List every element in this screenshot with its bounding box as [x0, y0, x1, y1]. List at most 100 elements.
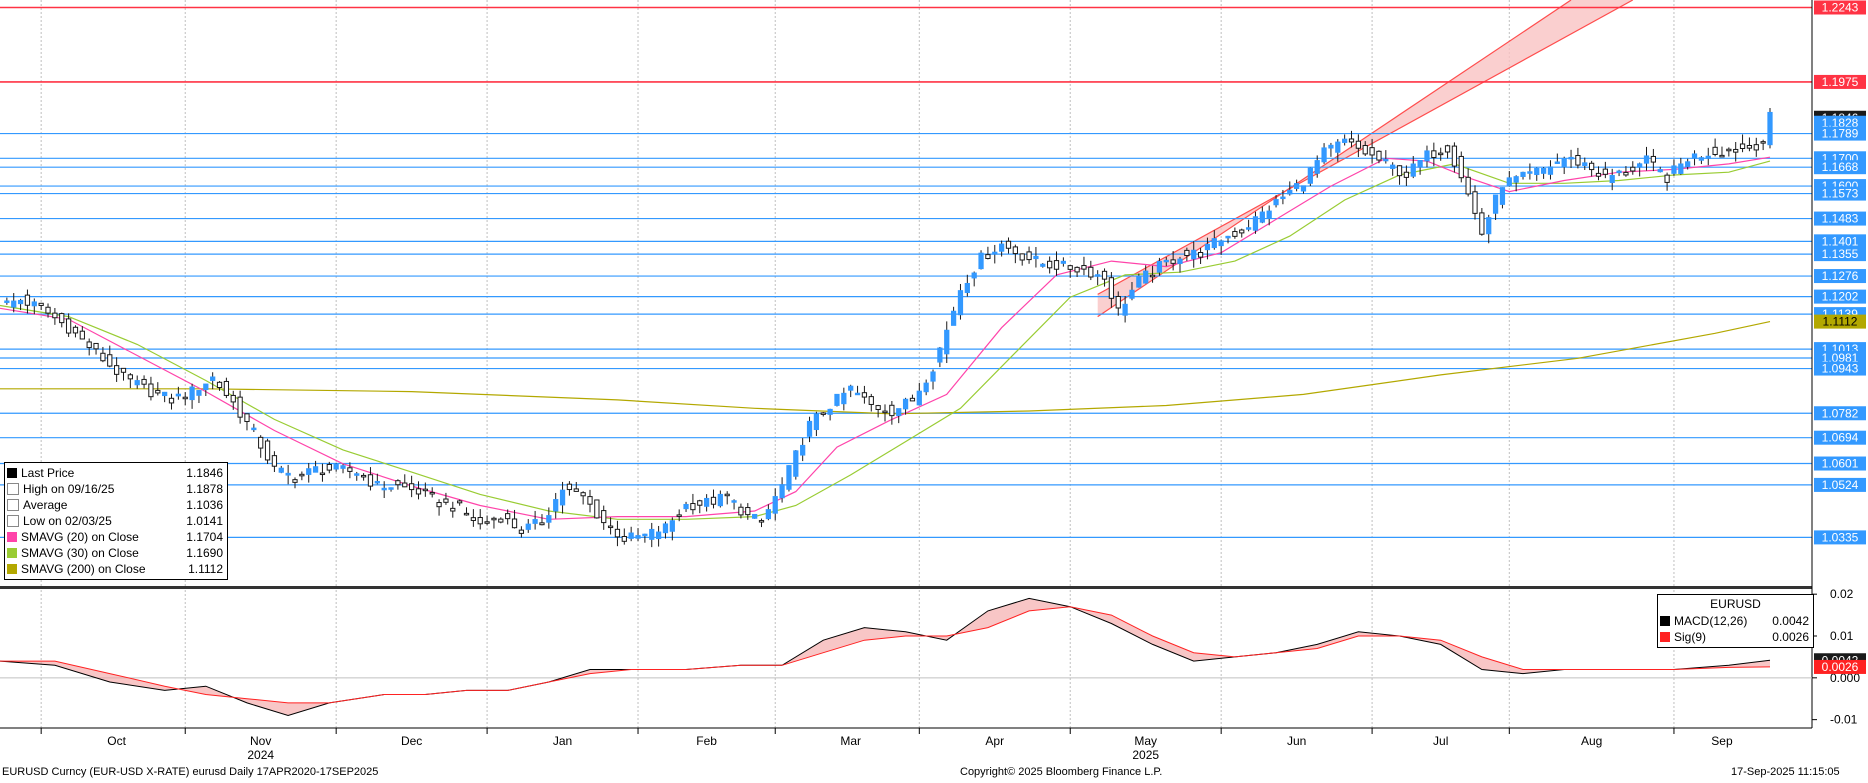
- price-label: 1.0943: [1822, 362, 1859, 376]
- candle-down: [244, 413, 250, 423]
- price-label-bg: [1814, 456, 1866, 471]
- candle-up: [1547, 166, 1554, 175]
- candle-up: [1287, 189, 1293, 195]
- legend-swatch: [7, 499, 19, 511]
- candle-down: [690, 503, 696, 511]
- legend-label: MACD(12,26): [1674, 614, 1748, 628]
- legend-value: 0.0026: [1772, 630, 1809, 644]
- candle-up: [1136, 275, 1142, 288]
- horizontal-levels: [0, 6, 1812, 538]
- legend-row: SMAVG (200) on Close 1.1112: [5, 561, 227, 577]
- price-label-bg: [1814, 186, 1866, 201]
- candle-up: [930, 371, 936, 382]
- legend-label: High on 09/16/25: [23, 482, 115, 496]
- timestamp-text: 17-Sep-2025 11:15:05: [1731, 766, 1840, 778]
- candle-down: [505, 513, 511, 520]
- candle-up: [1245, 227, 1252, 230]
- candle-down: [491, 517, 497, 521]
- candle-up: [340, 465, 346, 469]
- legend-value: 1.1112: [188, 562, 223, 576]
- x-month-label: Jul: [1433, 734, 1448, 748]
- candle-down: [573, 488, 579, 492]
- candle-down: [1369, 147, 1375, 156]
- legend-row: SMAVG (30) on Close 1.1690: [5, 545, 227, 561]
- candle-up: [1691, 153, 1698, 159]
- candle-up: [1177, 258, 1183, 264]
- candle-down: [1623, 171, 1629, 176]
- price-label: 1.0694: [1822, 431, 1859, 445]
- candle-down: [882, 410, 888, 414]
- price-label: 1.0782: [1822, 406, 1859, 420]
- candle-down: [148, 383, 154, 398]
- candle-up: [1383, 158, 1389, 162]
- candle-up: [978, 252, 984, 270]
- candle-up: [731, 500, 737, 503]
- candle-down: [985, 254, 991, 259]
- price-label-bg: [1814, 269, 1866, 284]
- legend-swatch: [1660, 632, 1670, 642]
- candle-down: [360, 474, 367, 478]
- candle-up: [937, 347, 943, 363]
- candle-down: [326, 463, 332, 471]
- price-label: 1.1789: [1822, 127, 1859, 141]
- candle-down: [100, 352, 106, 362]
- candle-up: [11, 300, 17, 308]
- price-label: 1.0335: [1822, 530, 1859, 544]
- candle-up: [175, 393, 181, 397]
- price-label: 1.1668: [1822, 160, 1859, 174]
- candle-up: [1767, 111, 1773, 146]
- candle-up: [1218, 240, 1224, 247]
- legend-swatch: [1660, 616, 1670, 626]
- candle-up: [1273, 199, 1279, 206]
- candle-up: [1040, 263, 1046, 267]
- candle-down: [1733, 148, 1739, 153]
- price-label-bg: [1814, 350, 1866, 365]
- candle-up: [1060, 260, 1066, 264]
- price-label-bg: [1814, 430, 1866, 445]
- candle-down: [1170, 259, 1176, 264]
- candle-down: [422, 488, 428, 492]
- macd-value-label: 0.0026: [1822, 660, 1859, 674]
- candle-down: [292, 479, 298, 483]
- legend-row: Low on 02/03/25 1.0141: [5, 513, 227, 529]
- candle-down: [875, 405, 881, 410]
- candle-down: [1348, 138, 1355, 143]
- legend-label: Average: [23, 498, 68, 512]
- candle-down: [1719, 154, 1725, 158]
- price-label: 1.2243: [1822, 0, 1859, 14]
- candle-up: [1637, 163, 1643, 168]
- legend-swatch: [7, 468, 17, 478]
- candle-down: [443, 498, 449, 503]
- candle-down: [1088, 266, 1094, 278]
- period-text: eurusd Daily 17APR2020-17SEP2025: [192, 766, 379, 778]
- candle-up: [162, 391, 168, 397]
- candle-up: [1266, 210, 1272, 219]
- candle-up: [841, 392, 847, 405]
- candle-up: [834, 393, 840, 406]
- candle-down: [724, 493, 730, 497]
- candle-down: [909, 397, 916, 402]
- candle-down: [889, 404, 895, 417]
- candle-down: [587, 496, 593, 505]
- macd-tick-label: 0.01: [1830, 629, 1854, 643]
- candle-down: [621, 535, 627, 542]
- candle-up: [1095, 274, 1101, 277]
- candle-down: [367, 474, 374, 487]
- candle-down: [59, 313, 65, 324]
- price-label: 1.1355: [1822, 247, 1859, 261]
- candle-up: [1417, 160, 1423, 168]
- candle-up: [354, 473, 360, 476]
- price-label-bg: [1814, 361, 1866, 376]
- candle-up: [1390, 164, 1396, 169]
- ticker-text: EURUSD Curncy (EUR-USD X-RATE): [2, 766, 190, 778]
- candle-down: [38, 302, 44, 306]
- candle-up: [1225, 235, 1231, 239]
- candle-down: [107, 354, 113, 367]
- price-label: 1.1276: [1822, 269, 1859, 283]
- candle-up: [944, 329, 950, 355]
- candle-down: [594, 499, 600, 519]
- candle-up: [1410, 163, 1416, 177]
- candle-up: [669, 520, 675, 532]
- candle-down: [450, 507, 456, 512]
